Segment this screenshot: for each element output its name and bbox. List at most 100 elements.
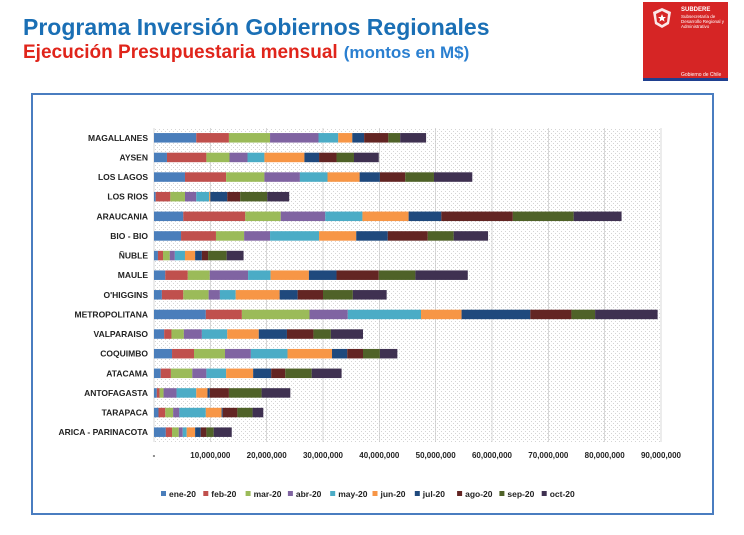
bar-segment [309, 309, 348, 320]
category-label: BIO - BIO [110, 231, 148, 241]
x-tick-label: 90,000,000 [641, 451, 682, 460]
bar-segment [319, 152, 337, 163]
category-label: LOS LAGOS [98, 172, 148, 182]
bar-segment [226, 368, 254, 379]
bar-segment [201, 329, 228, 339]
bar-segment [338, 133, 353, 143]
bar-segment [240, 191, 268, 202]
bar-segment [184, 191, 197, 202]
bar-segment [378, 270, 416, 280]
bar-segment [318, 133, 339, 143]
legend-label: sep-20 [507, 489, 534, 499]
bar-segment [154, 329, 165, 339]
bar-segment [347, 348, 363, 359]
bar-segment [154, 407, 159, 418]
bar-segment [237, 407, 253, 418]
bar-segment [154, 231, 182, 241]
bar-segment [154, 152, 167, 163]
bar-segment [181, 231, 216, 241]
bar-segment [415, 270, 468, 280]
bar-segment [388, 133, 401, 143]
bar-segment [250, 348, 288, 359]
bar-segment [169, 250, 175, 261]
bar-segment [160, 368, 171, 379]
bar-segment [571, 309, 596, 320]
bar-segment [154, 172, 185, 182]
bar-segment [210, 191, 228, 202]
bar-segment [192, 368, 207, 379]
bar-segment [154, 388, 157, 398]
stacked-bar-chart: MAGALLANES AYSEN LOS LAGOS LOS RIOS ARAUCANI… [58, 128, 682, 499]
bar-segment [154, 368, 161, 379]
bar-segment [195, 427, 201, 437]
bar-segment [279, 290, 298, 300]
bar-segment [154, 191, 156, 202]
bar-segment [379, 172, 406, 182]
legend-label: feb-20 [211, 489, 236, 499]
bar-segment [285, 368, 312, 379]
subtitle-text: Ejecución Presupuestaria mensual [23, 42, 338, 63]
category-label: METROPOLITANA [74, 309, 148, 319]
bar-segment [183, 290, 209, 300]
bar-segment [595, 309, 658, 320]
category-label: O'HIGGINS [103, 290, 148, 300]
bar-segment [154, 133, 197, 143]
category-label: ÑUBLE [119, 251, 149, 261]
x-tick-label: 10,000,000 [190, 451, 231, 460]
bar-segment [433, 172, 473, 182]
bar-segment [154, 250, 158, 261]
bar-segment [352, 133, 365, 143]
bar-segment [453, 231, 489, 241]
bar-segment [280, 211, 326, 222]
bar-segment [172, 348, 194, 359]
category-label: LOS RIOS [107, 192, 148, 202]
bar-segment [330, 329, 363, 339]
bar-segment [174, 250, 185, 261]
category-label: ARICA - PARINACOTA [58, 427, 148, 437]
bar-segment [226, 172, 265, 182]
category-label: MAULE [118, 270, 149, 280]
bar-segment [347, 309, 422, 320]
bar-segment [227, 191, 241, 202]
bar-segment [161, 290, 184, 300]
legend-swatch [203, 491, 209, 496]
bar-segment [332, 348, 348, 359]
category-label: VALPARAISO [94, 329, 149, 339]
bar-segment [264, 152, 305, 163]
bar-segment [224, 348, 251, 359]
bar-segment [165, 407, 174, 418]
bar-segment [206, 368, 227, 379]
logo-org-full: Subsecretaría de Desarrollo Regional y A… [681, 14, 725, 29]
bar-segment [364, 133, 389, 143]
legend-label: jul-20 [422, 489, 445, 499]
bar-segment [208, 290, 220, 300]
bar-segment [166, 152, 207, 163]
bar-segment [172, 427, 179, 437]
x-tick-label: 30,000,000 [303, 451, 344, 460]
bar-segment [173, 407, 180, 418]
bar-segment [379, 348, 398, 359]
page-subtitle: Ejecución Presupuestaria mensual (montos … [23, 42, 469, 64]
legend-swatch [414, 491, 420, 496]
bar-segment [209, 191, 211, 202]
category-label: ATACAMA [106, 368, 148, 378]
bar-segment [154, 348, 173, 359]
bar-segment [226, 250, 244, 261]
legend-swatch [161, 491, 166, 496]
bar-segment [209, 388, 229, 398]
bar-segment [157, 250, 164, 261]
bar-segment [286, 329, 314, 339]
legend: ene-20 feb-20 mar-20 abr-20 may-20 jun-20 jul-… [161, 489, 575, 499]
coat-of-arms-icon [653, 8, 671, 28]
category-label: TARAPACA [102, 408, 148, 418]
bar-segment [530, 309, 572, 320]
bar-segment [362, 211, 409, 222]
bar-segment [213, 427, 232, 437]
bar-segment [200, 427, 207, 437]
bar-segment [258, 329, 287, 339]
legend-swatch [287, 491, 293, 496]
bar-segment [421, 309, 462, 320]
bar-segment [336, 270, 379, 280]
bar-segment [270, 270, 309, 280]
bar-segment [205, 309, 242, 320]
